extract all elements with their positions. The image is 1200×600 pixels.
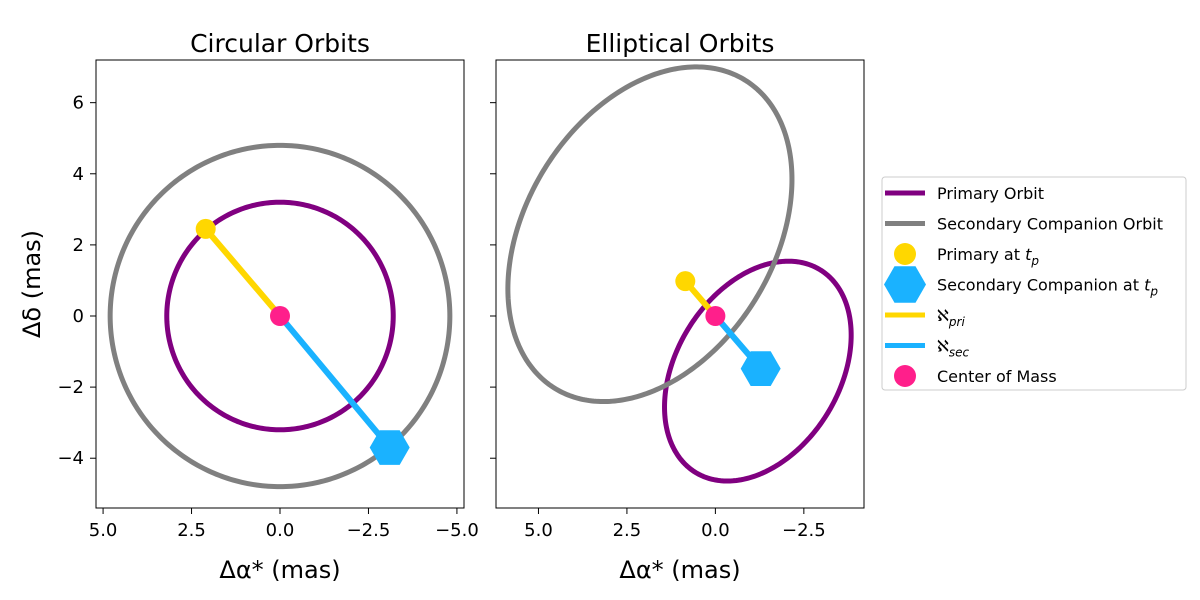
- x-tick-label: 2.5: [177, 520, 206, 541]
- legend-box: [881, 176, 1187, 391]
- primary-tp-marker: [675, 271, 696, 292]
- legend-label: Secondary Companion Orbit: [937, 215, 1163, 234]
- legend-label: Center of Mass: [937, 367, 1057, 386]
- chart-title-elliptical: Elliptical Orbits: [586, 29, 775, 58]
- legend-label: Secondary Companion at tp: [937, 276, 1158, 299]
- y-tick-label: 6: [73, 93, 84, 114]
- x-tick-label: 2.5: [613, 520, 642, 541]
- legend-swatch: [894, 365, 916, 387]
- axes-frame: [95, 59, 465, 509]
- x-tick-label: 0.0: [266, 520, 295, 541]
- legend-item-primary-orbit: Primary Orbit: [885, 184, 1044, 203]
- x-tick-label: 5.0: [89, 520, 118, 541]
- x-tick-label: −2.5: [782, 520, 826, 541]
- panel-elliptical-orbits: Elliptical Orbits Δα* (mas) 5.0 2.5 0.0 −2.…: [490, 29, 865, 584]
- chart-title-circular: Circular Orbits: [190, 29, 370, 58]
- legend-item-com: Center of Mass: [894, 365, 1057, 387]
- primary-orbit-ellipse: [164, 199, 396, 433]
- legend-swatch: [894, 243, 916, 265]
- y-tick-label: 2: [73, 235, 84, 256]
- legend-label: Primary at tp: [937, 245, 1039, 268]
- plot-marks: [107, 142, 453, 490]
- axes-frame: [495, 59, 865, 509]
- x-axis-label-elliptical: Δα* (mas): [619, 556, 740, 584]
- legend-label: Primary Orbit: [937, 184, 1044, 203]
- plot-area-circular: 5.0 2.5 0.0 −2.5 −5.0 6 4 2 0 −2 −4: [57, 59, 479, 541]
- secondary-orbit-ellipse: [505, 64, 795, 405]
- legend-item-secondary-tp: Secondary Companion at tp: [884, 266, 1158, 303]
- secondary-tp-marker: [369, 430, 410, 465]
- panel-circular-orbits: Circular Orbits Δα* (mas) Δδ (mas) 5.0 2.…: [18, 29, 479, 584]
- legend-label: ℵsec: [937, 337, 970, 360]
- primary-tp-marker: [195, 218, 216, 239]
- legend-swatch: [884, 266, 926, 303]
- legend-item-aleph-pri: ℵpri: [885, 306, 965, 329]
- y-tick-label: −2: [57, 377, 84, 398]
- secondary-tp-marker: [740, 351, 781, 386]
- x-tick-label: 5.0: [524, 520, 553, 541]
- legend-item-primary-tp: Primary at tp: [894, 243, 1039, 268]
- aleph-pri-line: [203, 226, 283, 318]
- legend: Primary Orbit Secondary Companion Orbit Pr…: [881, 176, 1187, 391]
- plot-area-elliptical: 5.0 2.5 0.0 −2.5: [490, 59, 865, 541]
- plot-marks: [505, 64, 854, 484]
- x-tick-label: 0.0: [701, 520, 730, 541]
- center-of-mass-marker: [270, 306, 290, 326]
- y-tick-label: 4: [73, 164, 84, 185]
- x-axis-label-circular: Δα* (mas): [219, 556, 340, 584]
- primary-orbit-ellipse: [662, 258, 854, 484]
- y-axis-label: Δδ (mas): [18, 230, 46, 338]
- center-of-mass-marker: [705, 306, 726, 326]
- legend-item-secondary-orbit: Secondary Companion Orbit: [885, 215, 1163, 234]
- y-tick-label: −4: [57, 448, 84, 469]
- y-tick-label: 0: [73, 306, 84, 327]
- secondary-orbit-ellipse: [107, 142, 453, 490]
- aleph-sec-line: [277, 314, 392, 450]
- legend-label: ℵpri: [937, 306, 965, 329]
- x-tick-label: −2.5: [347, 520, 391, 541]
- x-tick-label: −5.0: [435, 520, 479, 541]
- legend-item-aleph-sec: ℵsec: [885, 337, 970, 360]
